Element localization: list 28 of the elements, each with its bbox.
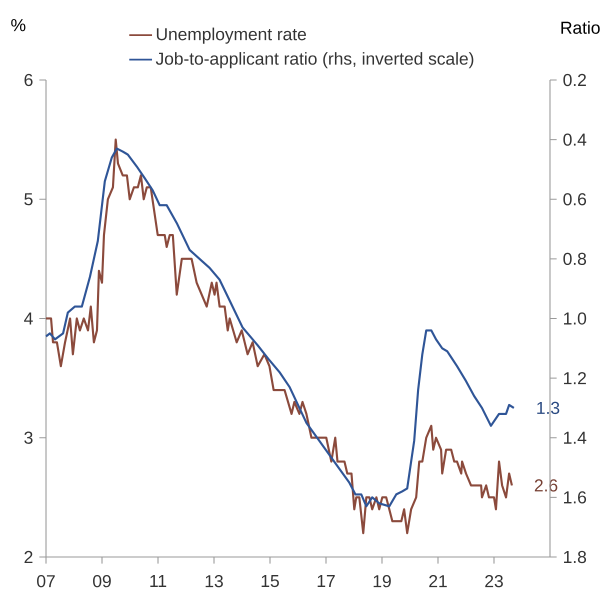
y2-tick-label: 0.8	[563, 252, 586, 266]
y2-tick-label: 1.4	[564, 432, 586, 444]
x-tick-label: 19	[374, 575, 391, 588]
y-tick-label: 5	[24, 193, 33, 206]
y-tick-label: 6	[24, 74, 33, 86]
x-tick-label: 21	[429, 575, 447, 588]
y-tick-label: 2	[24, 550, 32, 564]
legend-label: Unemployment rate	[156, 28, 306, 44]
data-label: 1.3	[537, 402, 560, 414]
x-tick-label: 09	[93, 575, 111, 588]
x-tick-label: 11	[150, 575, 166, 587]
y2-tick-label: 1.8	[564, 550, 586, 564]
y2-tick-label: 1.6	[564, 491, 586, 504]
y2-axis-title: Ratio	[561, 21, 600, 34]
y2-tick-label: 1.0	[564, 312, 586, 325]
y-tick-label: 4	[24, 312, 33, 324]
x-tick-label: 13	[206, 575, 223, 588]
y2-tick-label: 0.6	[563, 193, 586, 206]
y-tick-label: 3	[24, 432, 33, 444]
y-axis-title: %	[11, 19, 26, 32]
y2-tick-label: 0.2	[563, 74, 586, 86]
x-tick-label: 15	[262, 575, 279, 588]
x-tick-label: 07	[37, 575, 55, 588]
x-tick-label: 23	[485, 575, 503, 588]
legend-label: Job-to-applicant ratio (rhs, inverted scale)	[156, 52, 474, 68]
x-tick-label: 17	[318, 575, 335, 587]
y2-tick-label: 0.4	[563, 133, 586, 146]
y2-tick-label: 1.2	[564, 372, 586, 384]
